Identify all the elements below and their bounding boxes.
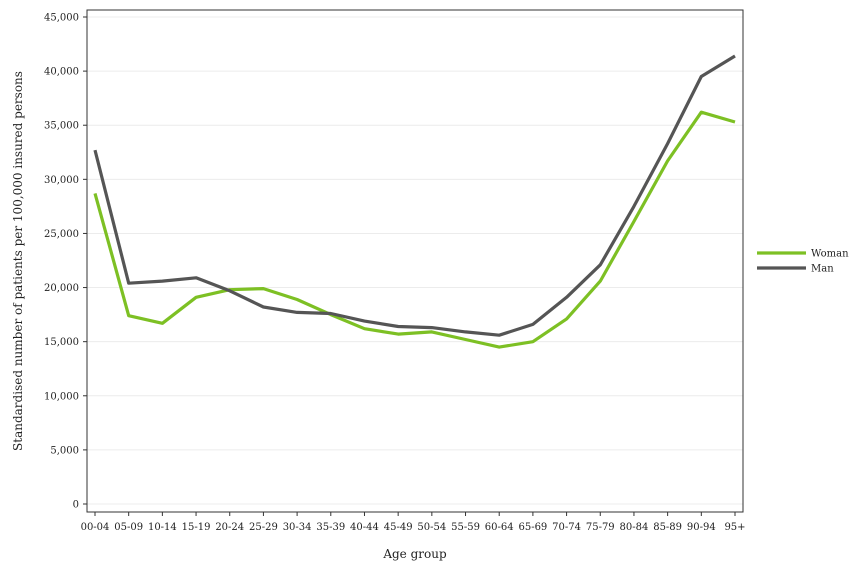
legend-label-man: Man [811,264,834,275]
series-line-woman [93,110,736,349]
y-axis-title: Standardised number of patients per 100,… [11,71,25,451]
x-tick-label: 50-54 [417,522,446,533]
grid-lines [87,16,743,505]
x-tick-label: 65-69 [518,522,547,533]
y-tick-label: 15,000 [44,337,79,348]
y-tick-label: 40,000 [44,67,79,78]
y-tick-label: 25,000 [44,229,79,240]
y-tick-label: 35,000 [44,121,79,132]
y-tick-label: 20,000 [44,283,79,294]
y-tick-label: 30,000 [44,175,79,186]
y-tick-label: 45,000 [44,13,79,24]
x-tick-label: 90-94 [687,522,716,533]
x-tick-label: 30-34 [283,522,312,533]
x-tick-label: 20-24 [215,522,244,533]
y-tick-label: 0 [73,500,79,511]
series-lines [93,54,736,349]
x-tick-label: 60-64 [485,522,514,533]
x-tick-label: 15-19 [182,522,211,533]
legend: Woman Man [757,249,849,275]
x-tick-label: 25-29 [249,522,278,533]
x-tick-label: 35-39 [316,522,345,533]
x-tick-label: 95+ [724,522,745,533]
x-tick-label: 70-74 [552,522,581,533]
plot-frame [86,9,744,513]
y-tick-label: 5,000 [50,445,79,456]
series-line-man [93,54,736,337]
x-tick-label: 45-49 [384,522,413,533]
legend-label-woman: Woman [811,249,849,260]
x-tick-label: 55-59 [451,522,480,533]
x-tick-label: 00-04 [81,522,110,533]
x-tick-label: 85-89 [653,522,682,533]
x-tick-label: 80-84 [620,522,649,533]
axes: 0 5,000 10,000 15,000 20,000 25,000 30,000 35,0… [44,9,746,533]
x-tick-label: 75-79 [586,522,615,533]
x-tick-label: 10-14 [148,522,177,533]
y-tick-label: 10,000 [44,391,79,402]
x-axis-title: Age group [382,547,447,561]
x-tick-label: 40-44 [350,522,379,533]
x-tick-label: 05-09 [114,522,143,533]
